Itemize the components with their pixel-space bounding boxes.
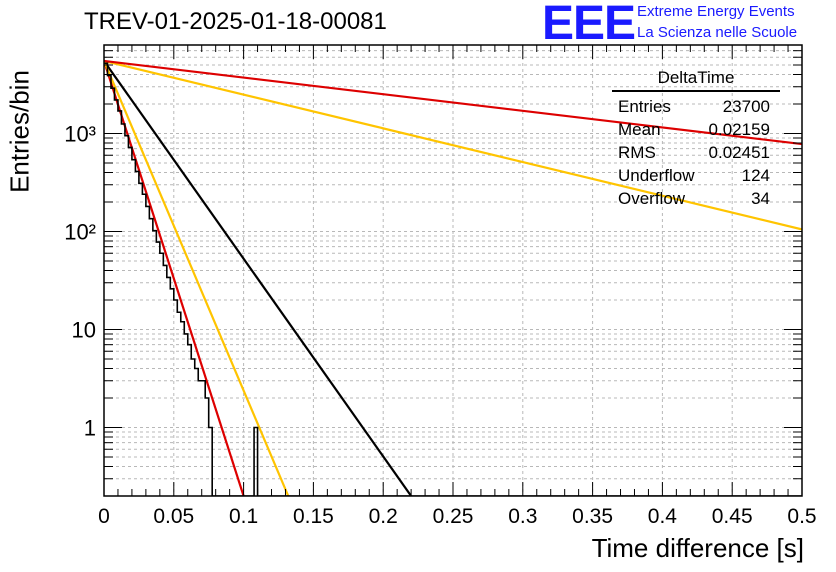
x-tick-label: 0 xyxy=(98,505,110,528)
stats-row-rms: RMS 0.02451 xyxy=(612,141,780,164)
y-tick-label: 10² xyxy=(64,220,96,245)
stats-value: 0.02451 xyxy=(708,143,770,162)
x-tick-label: 0.05 xyxy=(153,505,194,528)
brand-line-1: Extreme Energy Events xyxy=(637,3,795,20)
x-tick-label: 0.1 xyxy=(229,505,258,528)
x-tick-label: 0.2 xyxy=(369,505,398,528)
x-tick-label: 0.5 xyxy=(787,505,816,528)
y-tick-label: 10³ xyxy=(64,122,96,147)
stats-label: Entries xyxy=(618,97,671,116)
x-tick-label: 0.15 xyxy=(293,505,334,528)
stats-value: 124 xyxy=(741,166,770,185)
stats-row-overflow: Overflow 34 xyxy=(612,187,780,210)
fit-line xyxy=(104,60,413,496)
stats-label: Mean xyxy=(618,120,661,139)
stats-row-mean: Mean 0.02159 xyxy=(612,118,780,141)
y-tick-label: 10 xyxy=(72,318,96,343)
x-tick-label: 0.45 xyxy=(712,505,753,528)
x-axis-label: Time difference [s] xyxy=(591,533,804,563)
stats-box: DeltaTime Entries 23700 Mean 0.02159 RMS… xyxy=(612,68,780,210)
fit-line xyxy=(104,60,245,496)
x-tick-label: 0.4 xyxy=(648,505,678,528)
grid xyxy=(104,44,802,497)
stats-value: 34 xyxy=(751,189,770,208)
stats-label: Overflow xyxy=(618,189,686,208)
chart-title: TREV-01-2025-01-18-00081 xyxy=(84,8,387,35)
y-axis-label: Entries/bin xyxy=(4,70,35,193)
axis-ticks xyxy=(103,44,803,497)
tick-labels: 0 0.05 0.1 0.15 0.2 0.25 0.3 0.35 0.4 0.45 0.5 1 10 1… xyxy=(64,122,816,528)
fit-line xyxy=(104,59,802,146)
fit-line xyxy=(104,59,802,231)
fit-line xyxy=(104,60,290,496)
stats-value: 0.02159 xyxy=(708,120,770,139)
y-tick-label: 1 xyxy=(84,416,96,441)
stats-title: DeltaTime xyxy=(612,68,780,92)
stats-value: 23700 xyxy=(722,97,770,116)
stats-label: RMS xyxy=(618,143,656,162)
x-tick-label: 0.3 xyxy=(508,505,537,528)
x-tick-label: 0.35 xyxy=(572,505,613,528)
stats-row-underflow: Underflow 124 xyxy=(612,164,780,187)
histogram-outline xyxy=(104,62,802,496)
brand-line-2: La Scienza nelle Scuole xyxy=(637,24,798,41)
histogram-series xyxy=(104,62,802,496)
stats-label: Underflow xyxy=(618,166,695,185)
eee-logo: EEE xyxy=(542,0,636,50)
stats-row-entries: Entries 23700 xyxy=(612,95,780,118)
x-tick-label: 0.25 xyxy=(433,505,474,528)
fit-lines xyxy=(104,59,802,496)
